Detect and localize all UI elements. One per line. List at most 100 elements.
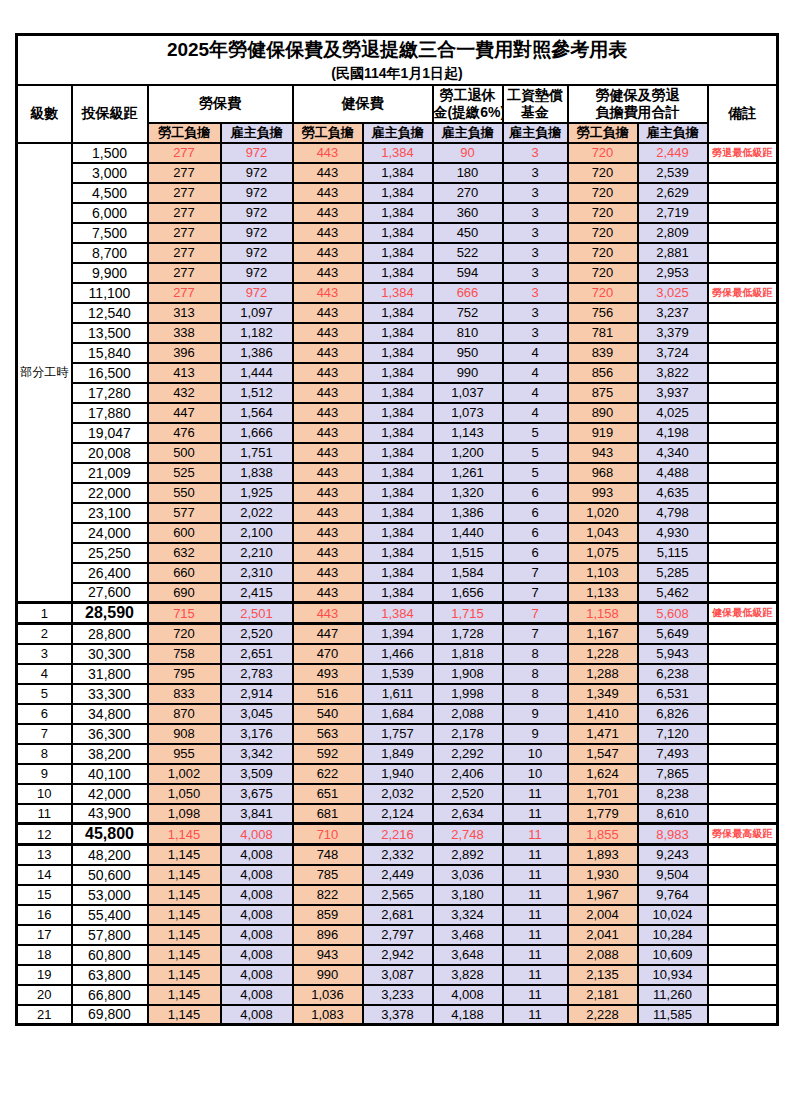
value-cell: 720 bbox=[568, 223, 638, 243]
table-row: 1655,4001,1454,0088592,6813,324112,00410… bbox=[17, 905, 778, 925]
value-cell: 1,998 bbox=[433, 684, 503, 704]
value-cell: 1,145 bbox=[148, 985, 221, 1005]
note-cell bbox=[708, 403, 778, 423]
bracket-cell: 31,800 bbox=[72, 664, 148, 684]
value-cell: 3,828 bbox=[433, 965, 503, 985]
value-cell: 720 bbox=[568, 163, 638, 183]
value-cell: 443 bbox=[293, 163, 363, 183]
value-cell: 1,925 bbox=[221, 483, 293, 503]
value-cell: 710 bbox=[293, 824, 363, 845]
table-body: 部分工時1,5002779724431,3849037202,449勞退最低級距… bbox=[17, 143, 778, 1025]
subheader-labor-employer: 雇主負擔 bbox=[221, 123, 293, 143]
value-cell: 2,449 bbox=[363, 865, 433, 885]
value-cell: 443 bbox=[293, 303, 363, 323]
value-cell: 8,238 bbox=[638, 784, 708, 804]
value-cell: 443 bbox=[293, 263, 363, 283]
bracket-cell: 4,500 bbox=[72, 183, 148, 203]
note-cell bbox=[708, 845, 778, 865]
value-cell: 1,384 bbox=[363, 503, 433, 523]
table-row: 21,0095251,8384431,3841,26159684,488 bbox=[17, 463, 778, 483]
value-cell: 1,143 bbox=[433, 423, 503, 443]
value-cell: 4,008 bbox=[221, 1005, 293, 1025]
value-cell: 3,045 bbox=[221, 704, 293, 724]
value-cell: 7,865 bbox=[638, 764, 708, 784]
note-cell bbox=[708, 503, 778, 523]
value-cell: 9,243 bbox=[638, 845, 708, 865]
col-header-wage-fund-line2: 基金 bbox=[504, 104, 567, 121]
level-cell: 21 bbox=[17, 1005, 72, 1025]
note-cell bbox=[708, 644, 778, 664]
table-row: 22,0005501,9254431,3841,32069934,635 bbox=[17, 483, 778, 503]
value-cell: 2,539 bbox=[638, 163, 708, 183]
value-cell: 785 bbox=[293, 865, 363, 885]
value-cell: 1,037 bbox=[433, 383, 503, 403]
level-cell: 10 bbox=[17, 784, 72, 804]
value-cell: 10 bbox=[503, 744, 568, 764]
note-cell bbox=[708, 463, 778, 483]
page-title: 2025年勞健保保費及勞退提繳三合一費用對照參考用表 bbox=[18, 37, 776, 63]
value-cell: 943 bbox=[293, 945, 363, 965]
value-cell: 1,893 bbox=[568, 845, 638, 865]
value-cell: 622 bbox=[293, 764, 363, 784]
value-cell: 443 bbox=[293, 463, 363, 483]
value-cell: 1,384 bbox=[363, 383, 433, 403]
note-cell bbox=[708, 905, 778, 925]
value-cell: 720 bbox=[568, 183, 638, 203]
value-cell: 1,384 bbox=[363, 463, 433, 483]
value-cell: 1,564 bbox=[221, 403, 293, 423]
value-cell: 1,838 bbox=[221, 463, 293, 483]
value-cell: 4,008 bbox=[221, 865, 293, 885]
value-cell: 1,701 bbox=[568, 784, 638, 804]
note-cell bbox=[708, 744, 778, 764]
value-cell: 2,748 bbox=[433, 824, 503, 845]
value-cell: 443 bbox=[293, 323, 363, 343]
note-cell bbox=[708, 443, 778, 463]
value-cell: 1,036 bbox=[293, 985, 363, 1005]
bracket-cell: 17,280 bbox=[72, 383, 148, 403]
col-header-health-insurance: 健保費 bbox=[293, 85, 433, 123]
table-row: 2169,8001,1454,0081,0833,3784,188112,228… bbox=[17, 1005, 778, 1025]
value-cell: 8 bbox=[503, 644, 568, 664]
value-cell: 443 bbox=[293, 183, 363, 203]
value-cell: 1,611 bbox=[363, 684, 433, 704]
value-cell: 1,145 bbox=[148, 824, 221, 845]
value-cell: 277 bbox=[148, 143, 221, 163]
value-cell: 9,764 bbox=[638, 885, 708, 905]
table-row: 330,3007582,6514701,4661,81881,2285,943 bbox=[17, 644, 778, 664]
value-cell: 1,384 bbox=[363, 563, 433, 583]
value-cell: 4,488 bbox=[638, 463, 708, 483]
value-cell: 2,216 bbox=[363, 824, 433, 845]
value-cell: 2,088 bbox=[433, 704, 503, 724]
value-cell: 443 bbox=[293, 423, 363, 443]
value-cell: 1,020 bbox=[568, 503, 638, 523]
note-cell: 勞保最高級距 bbox=[708, 824, 778, 845]
bracket-cell: 66,800 bbox=[72, 985, 148, 1005]
value-cell: 950 bbox=[433, 343, 503, 363]
value-cell: 758 bbox=[148, 644, 221, 664]
note-cell bbox=[708, 343, 778, 363]
level-group-part-time: 部分工時 bbox=[17, 143, 72, 603]
value-cell: 1,394 bbox=[363, 624, 433, 644]
value-cell: 4,798 bbox=[638, 503, 708, 523]
value-cell: 1,349 bbox=[568, 684, 638, 704]
value-cell: 666 bbox=[433, 283, 503, 303]
value-cell: 1,384 bbox=[363, 283, 433, 303]
value-cell: 2,565 bbox=[363, 885, 433, 905]
value-cell: 1,145 bbox=[148, 945, 221, 965]
value-cell: 2,228 bbox=[568, 1005, 638, 1025]
value-cell: 1,656 bbox=[433, 583, 503, 603]
table-row: 12,5403131,0974431,38475237563,237 bbox=[17, 303, 778, 323]
value-cell: 10,934 bbox=[638, 965, 708, 985]
value-cell: 1,512 bbox=[221, 383, 293, 403]
col-header-pension-line1: 勞工退休 bbox=[434, 87, 502, 104]
value-cell: 908 bbox=[148, 724, 221, 744]
value-cell: 1,539 bbox=[363, 664, 433, 684]
value-cell: 7,120 bbox=[638, 724, 708, 744]
bracket-cell: 7,500 bbox=[72, 223, 148, 243]
value-cell: 651 bbox=[293, 784, 363, 804]
value-cell: 972 bbox=[221, 183, 293, 203]
value-cell: 1,384 bbox=[363, 243, 433, 263]
value-cell: 1,384 bbox=[363, 403, 433, 423]
note-cell bbox=[708, 764, 778, 784]
value-cell: 1,073 bbox=[433, 403, 503, 423]
